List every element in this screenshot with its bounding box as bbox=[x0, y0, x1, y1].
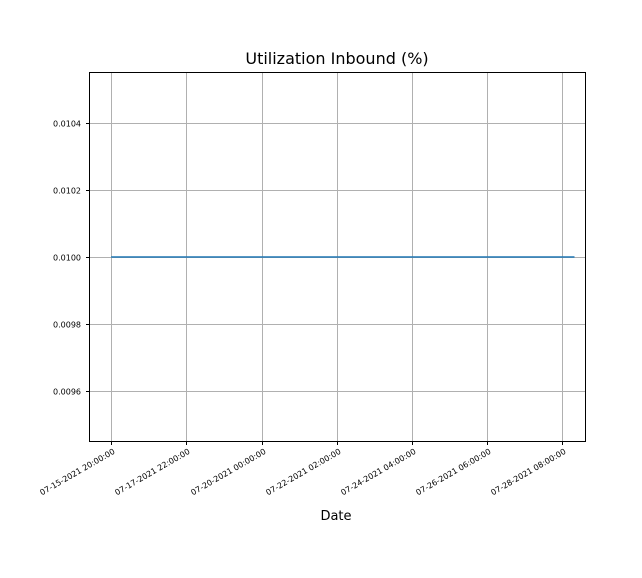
x-tick-label: 07-26-2021 06:00:00 bbox=[414, 447, 492, 497]
y-tick-label: 0.0096 bbox=[53, 388, 81, 397]
y-tick-label: 0.0100 bbox=[53, 254, 81, 263]
x-tick-label: 07-22-2021 02:00:00 bbox=[264, 447, 342, 497]
y-tick-label: 0.0104 bbox=[53, 120, 81, 129]
x-tick-label: 07-20-2021 00:00:00 bbox=[189, 447, 267, 497]
x-axis-label: Date bbox=[320, 509, 351, 524]
x-tick-label: 07-17-2021 22:00:00 bbox=[113, 447, 191, 497]
y-tick-label: 0.0098 bbox=[53, 321, 81, 330]
y-tick-label: 0.0102 bbox=[53, 187, 81, 196]
x-tick-label: 07-15-2021 20:00:00 bbox=[38, 447, 116, 497]
x-tick-label: 07-28-2021 08:00:00 bbox=[489, 447, 567, 497]
x-tick-label: 07-24-2021 04:00:00 bbox=[339, 447, 417, 497]
chart-title: Utilization Inbound (%) bbox=[245, 49, 428, 68]
